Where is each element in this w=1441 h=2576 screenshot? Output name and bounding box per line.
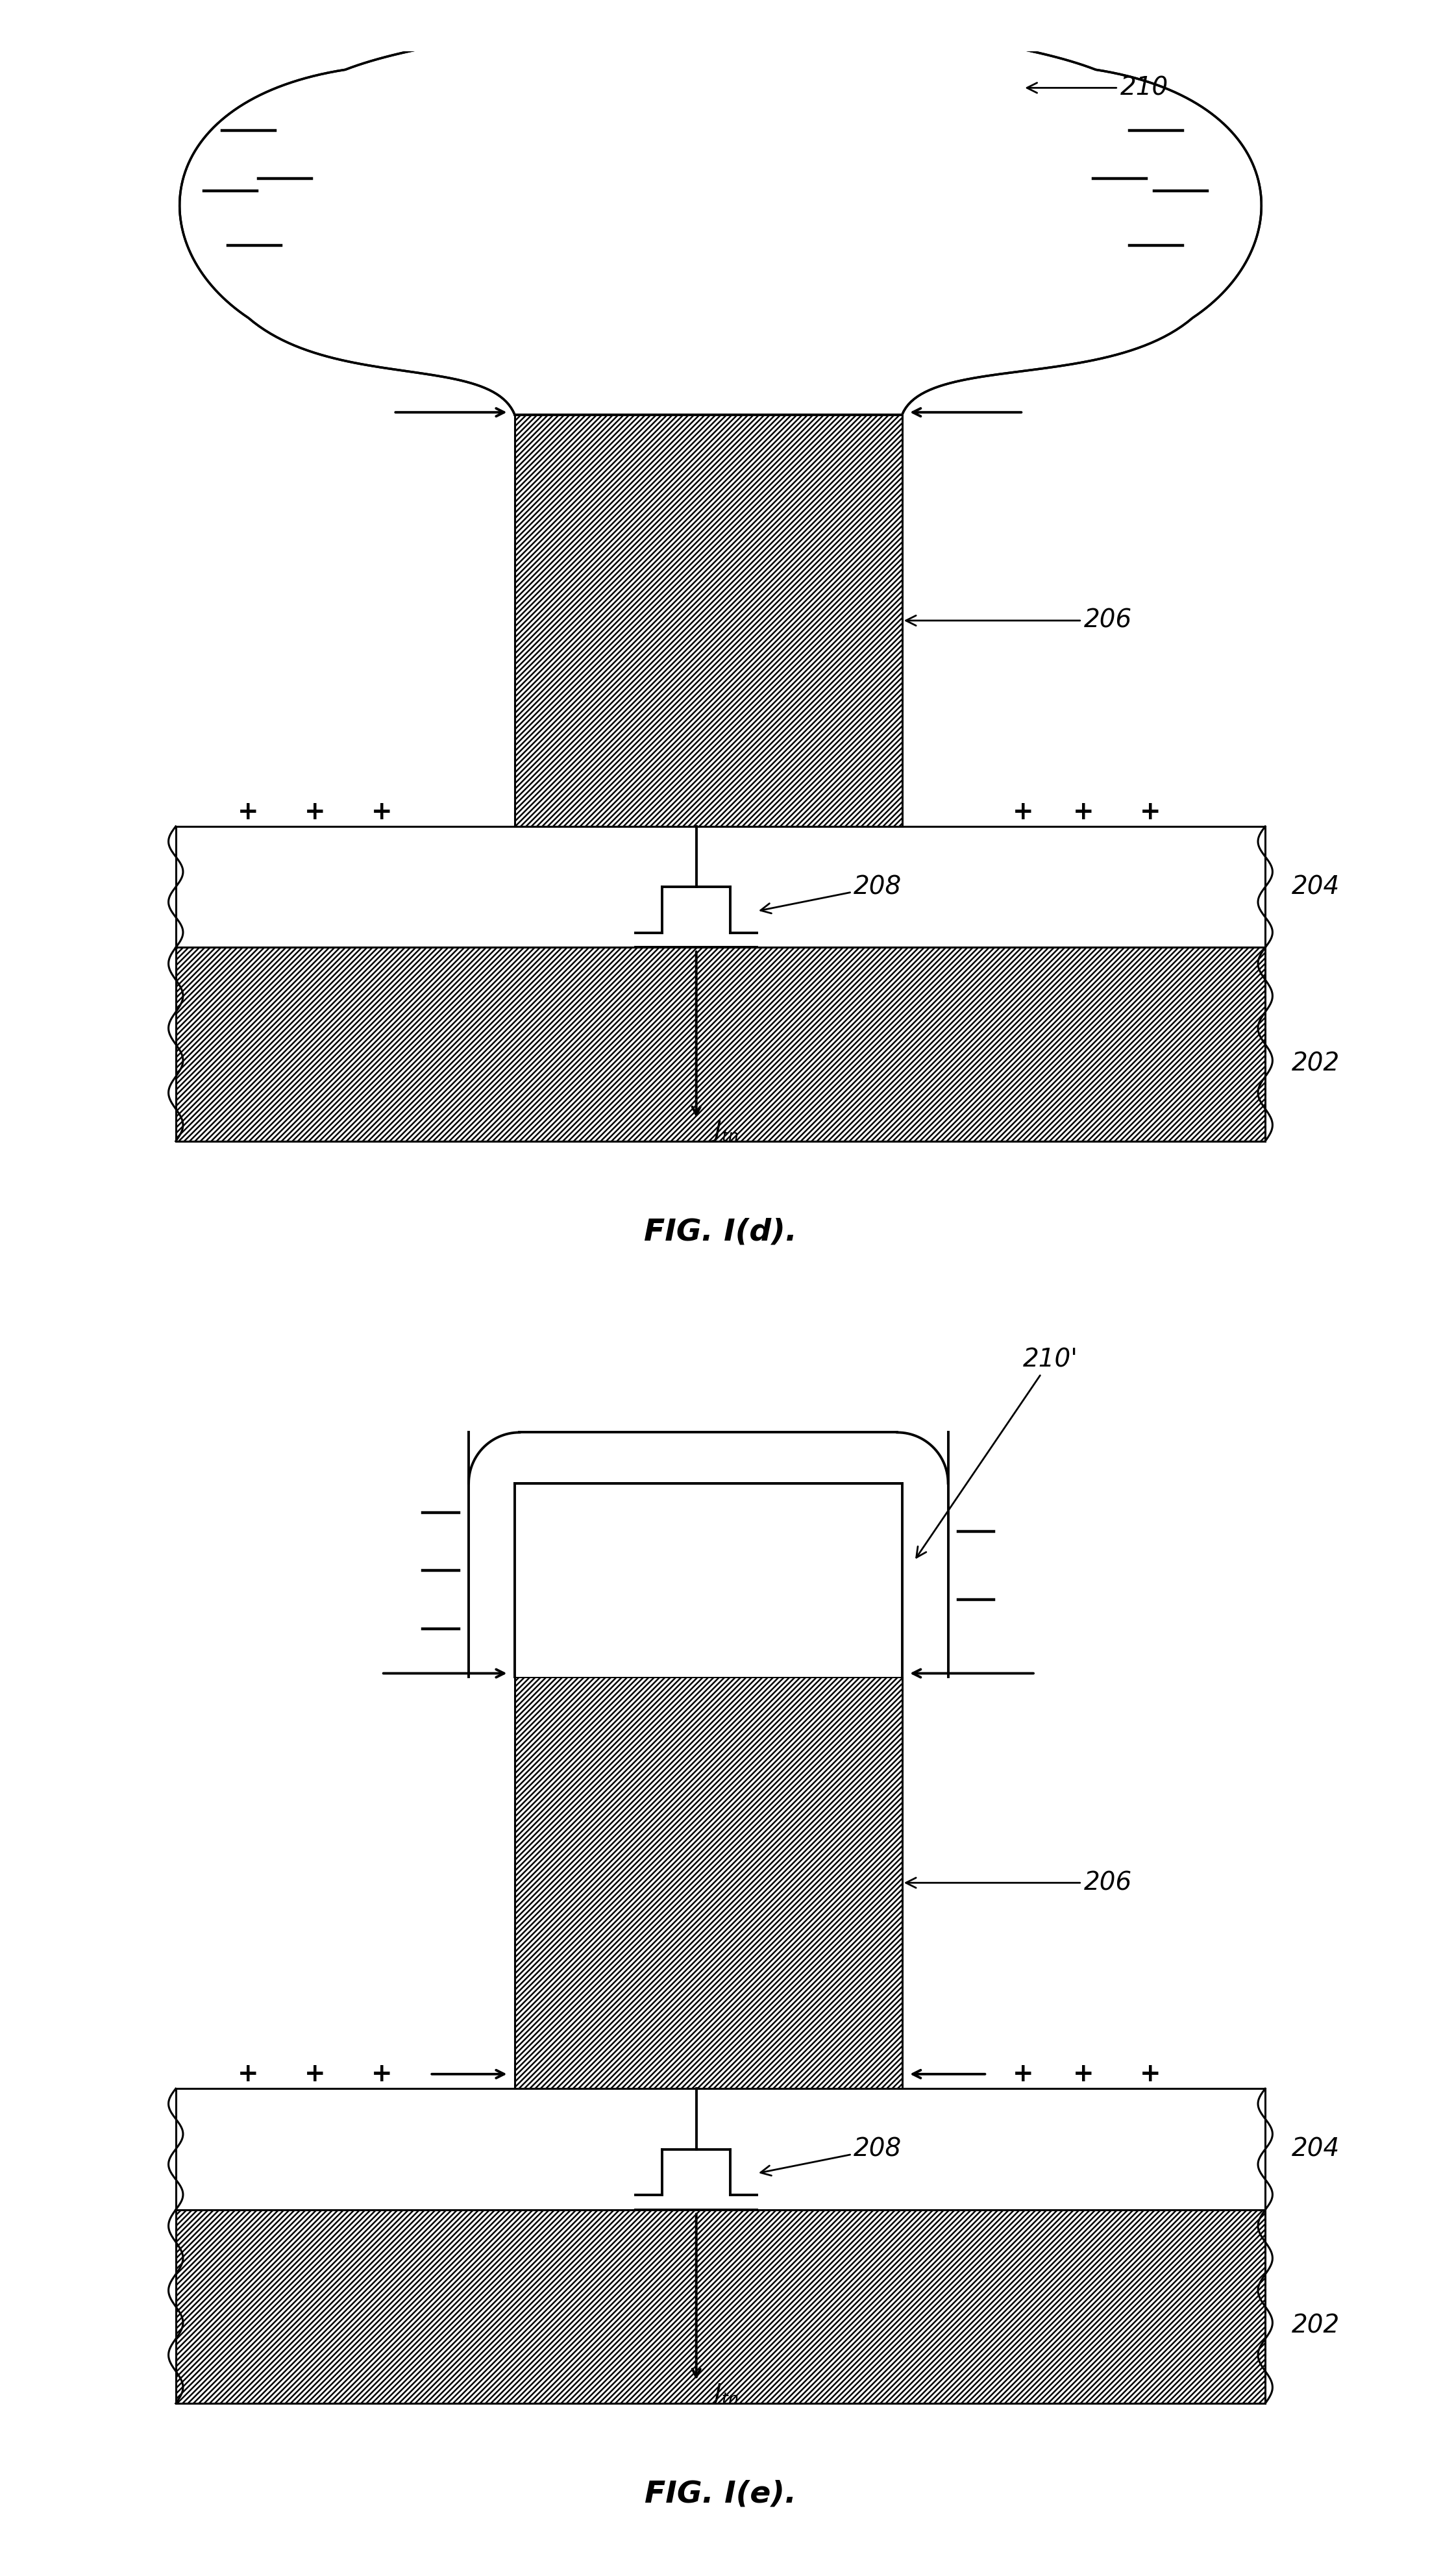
Bar: [176, 2210, 1265, 2403]
Text: +: +: [304, 2061, 326, 2087]
Text: +: +: [370, 2061, 392, 2087]
Text: 206: 206: [906, 1870, 1131, 1896]
Text: +: +: [370, 799, 392, 824]
Text: +: +: [1013, 2061, 1033, 2087]
Text: +: +: [304, 799, 326, 824]
Bar: [514, 1677, 902, 2089]
Text: $J_{tn}$: $J_{tn}$: [710, 1121, 739, 1144]
Text: FIG. I(e).: FIG. I(e).: [644, 2481, 797, 2509]
Polygon shape: [468, 1432, 948, 1677]
Text: 210: 210: [1027, 75, 1169, 100]
Text: 204: 204: [1293, 876, 1340, 899]
Text: +: +: [1140, 799, 1161, 824]
Text: 210': 210': [916, 1347, 1078, 1558]
Text: FIG. I(d).: FIG. I(d).: [644, 1218, 797, 1247]
Text: 204: 204: [1293, 2138, 1340, 2161]
Text: 208: 208: [761, 2138, 902, 2177]
Text: +: +: [238, 799, 259, 824]
Text: 202: 202: [1293, 1051, 1340, 1077]
Text: +: +: [1013, 799, 1033, 824]
Text: 208: 208: [761, 876, 902, 914]
Text: +: +: [1140, 2061, 1161, 2087]
Text: +: +: [238, 2061, 259, 2087]
Bar: [176, 827, 1265, 948]
Text: +: +: [1074, 2061, 1094, 2087]
Text: 202: 202: [1293, 2313, 1340, 2339]
Text: $J_{tn}$: $J_{tn}$: [710, 2383, 739, 2406]
Polygon shape: [180, 23, 1261, 415]
Bar: [176, 948, 1265, 1141]
Text: 206: 206: [906, 608, 1131, 634]
Bar: [514, 415, 902, 827]
Text: +: +: [1074, 799, 1094, 824]
Bar: [176, 2089, 1265, 2210]
